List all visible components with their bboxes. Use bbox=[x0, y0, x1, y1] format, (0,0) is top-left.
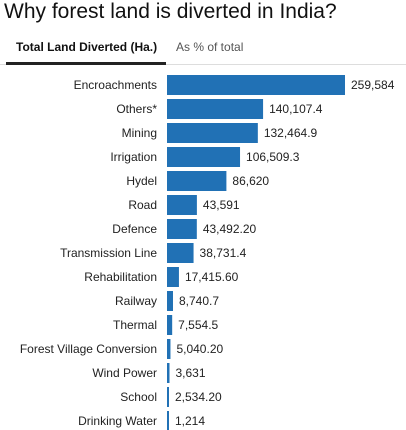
value-label: 1,214 bbox=[175, 414, 205, 428]
value-label: 132,464.9 bbox=[264, 126, 318, 140]
category-label: Railway bbox=[115, 294, 157, 308]
value-label: 106,509.3 bbox=[246, 150, 300, 164]
bar[interactable] bbox=[167, 387, 169, 407]
bar[interactable] bbox=[167, 219, 197, 239]
category-label: Forest Village Conversion bbox=[20, 342, 157, 356]
category-label: School bbox=[120, 390, 157, 404]
category-label: Encroachments bbox=[74, 78, 157, 92]
value-label: 259,584 bbox=[351, 78, 395, 92]
value-label: 43,591 bbox=[203, 198, 240, 212]
value-label: 7,554.5 bbox=[178, 318, 218, 332]
category-label: Road bbox=[128, 198, 157, 212]
value-label: 2,534.20 bbox=[175, 390, 222, 404]
bar[interactable] bbox=[167, 75, 345, 95]
value-label: 140,107.4 bbox=[269, 102, 323, 116]
tabs-divider bbox=[0, 64, 406, 65]
value-label: 38,731.4 bbox=[200, 246, 247, 260]
bar[interactable] bbox=[167, 147, 241, 167]
bar[interactable] bbox=[167, 99, 264, 119]
bar[interactable] bbox=[167, 195, 197, 215]
bar[interactable] bbox=[167, 363, 170, 383]
category-label: Drinking Water bbox=[78, 414, 157, 428]
tab-percent-of-total[interactable]: As % of total bbox=[176, 40, 244, 54]
category-label: Thermal bbox=[113, 318, 157, 332]
value-label: 8,740.7 bbox=[179, 294, 219, 308]
bar[interactable] bbox=[167, 291, 173, 311]
category-label: Rehabilitation bbox=[84, 270, 157, 284]
bar[interactable] bbox=[167, 243, 194, 263]
bar[interactable] bbox=[167, 315, 173, 335]
value-label: 43,492.20 bbox=[203, 222, 257, 236]
value-label: 3,631 bbox=[175, 366, 205, 380]
category-label: Transmission Line bbox=[60, 246, 157, 260]
category-label: Irrigation bbox=[110, 150, 157, 164]
value-label: 17,415.60 bbox=[185, 270, 239, 284]
tab-total-land-diverted[interactable]: Total Land Diverted (Ha.) bbox=[16, 40, 158, 54]
chart-title: Why forest land is diverted in India? bbox=[4, 0, 337, 23]
tab-bar: Total Land Diverted (Ha.) As % of total bbox=[0, 34, 406, 66]
bar[interactable] bbox=[167, 339, 171, 359]
value-label: 86,620 bbox=[232, 174, 269, 188]
value-label: 5,040.20 bbox=[176, 342, 223, 356]
bar[interactable] bbox=[167, 171, 227, 191]
category-label: Wind Power bbox=[92, 366, 157, 380]
category-label: Defence bbox=[112, 222, 157, 236]
category-label: Hydel bbox=[126, 174, 157, 188]
active-tab-indicator bbox=[6, 62, 166, 65]
category-label: Mining bbox=[122, 126, 157, 140]
category-label: Others* bbox=[116, 102, 157, 116]
bar[interactable] bbox=[167, 411, 169, 430]
bar[interactable] bbox=[167, 267, 179, 287]
bar[interactable] bbox=[167, 123, 258, 143]
